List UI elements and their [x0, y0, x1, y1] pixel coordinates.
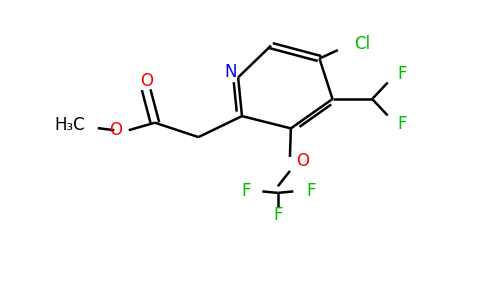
Text: Cl: Cl — [354, 35, 370, 53]
Text: F: F — [306, 182, 316, 200]
Text: F: F — [397, 115, 407, 133]
Text: H₃C: H₃C — [55, 116, 85, 134]
Text: N: N — [224, 63, 237, 81]
Text: O: O — [109, 121, 122, 139]
Text: F: F — [397, 65, 407, 83]
Text: O: O — [140, 72, 152, 90]
Text: O: O — [296, 152, 309, 170]
Text: F: F — [273, 206, 283, 224]
Text: F: F — [242, 182, 251, 200]
